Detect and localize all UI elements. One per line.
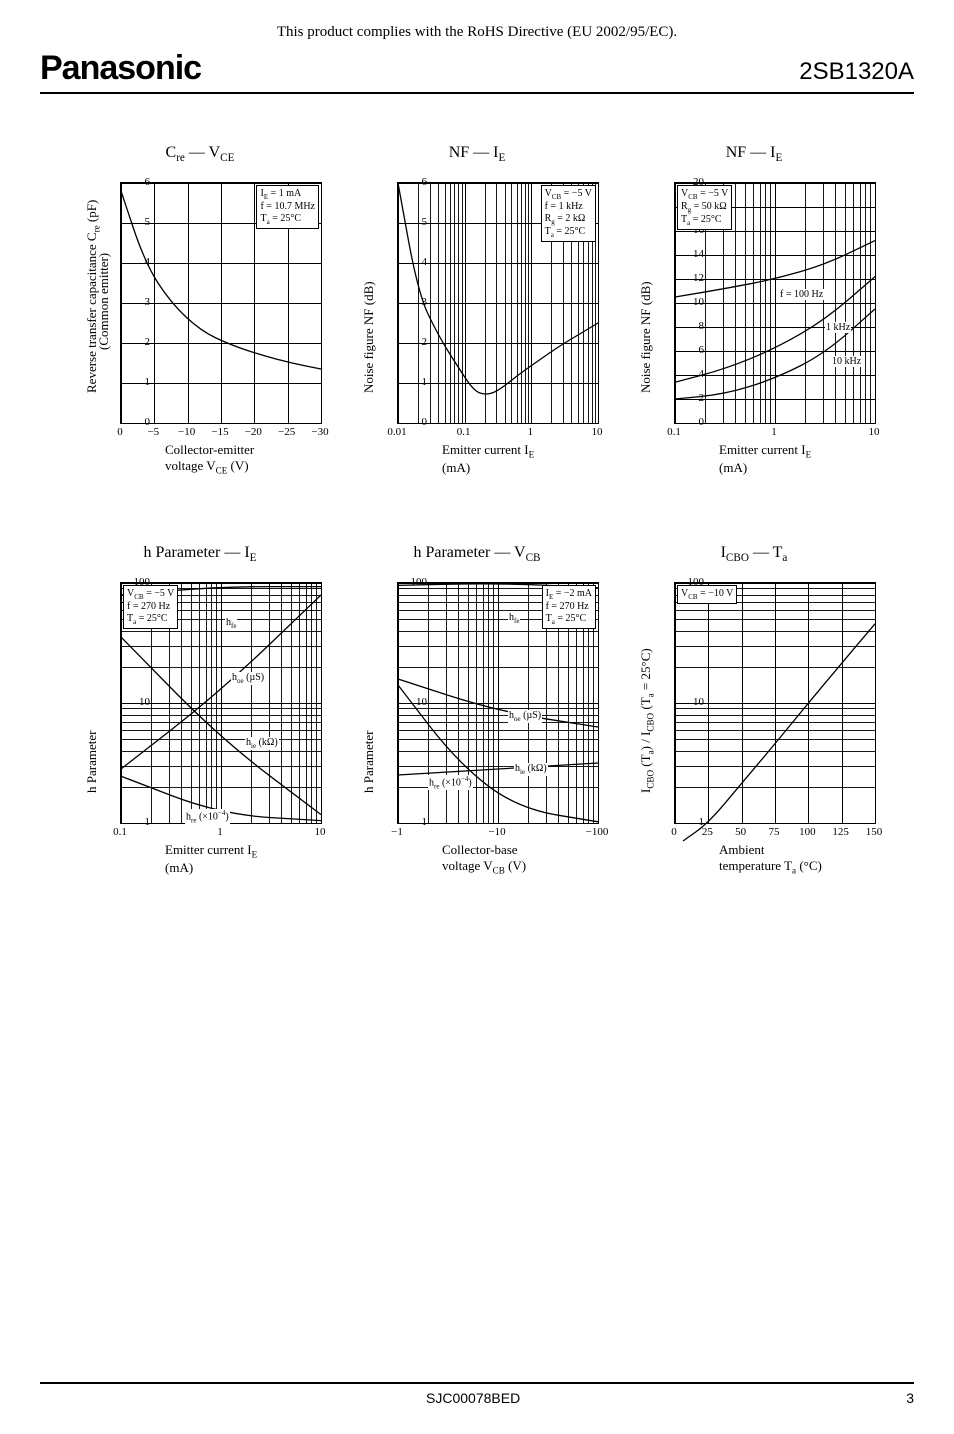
y-tick: 1 [397, 376, 431, 388]
brand-logo: Panasonic [40, 49, 201, 88]
x-tick: 75 [769, 826, 780, 838]
x-tick: 0.1 [457, 426, 471, 438]
x-axis-label: Ambient temperature Ta (°C) [719, 842, 829, 876]
y-tick: 8 [674, 320, 708, 332]
y-tick: 6 [674, 344, 708, 356]
curve-label: 10 kHz [831, 356, 862, 367]
chart-hparam-ie: h Parameter — IE VCB = −5 Vf = 270 HzTa =… [70, 544, 330, 914]
y-tick: 1 [120, 816, 154, 828]
x-tick: −10 [178, 426, 195, 438]
y-tick: 4 [674, 368, 708, 380]
page-number: 3 [906, 1390, 914, 1406]
y-tick: 10 [397, 696, 431, 708]
curve-label: hfe [508, 612, 520, 625]
x-tick: −15 [211, 426, 228, 438]
header: Panasonic 2SB1320A [0, 49, 954, 88]
y-tick: 6 [120, 176, 154, 188]
charts-grid: Cre — VCE IE = 1 mAf = 10.7 MHzTa = 25°C 0… [0, 94, 954, 914]
y-axis-label: Noise figure NF (dB) [638, 282, 654, 394]
chart-icbo-ta: ICBO — TaVCB = −10 V02550751001251501101… [624, 544, 884, 914]
y-tick: 10 [120, 696, 154, 708]
y-tick: 1 [674, 816, 708, 828]
curve-label: hie (kΩ) [245, 737, 279, 750]
y-tick: 5 [397, 216, 431, 228]
y-tick: 12 [674, 272, 708, 284]
y-tick: 1 [120, 376, 154, 388]
doc-code: SJC00078BED [426, 1390, 520, 1406]
y-axis-label-2: (Common emitter) [96, 253, 112, 350]
x-tick: 1 [771, 426, 777, 438]
conditions-box: VCB = −5 Vf = 270 HzTa = 25°C [123, 585, 178, 629]
x-axis-label: Emitter current IE (mA) [719, 442, 829, 476]
chart-cre-vce: Cre — VCE IE = 1 mAf = 10.7 MHzTa = 25°C 0… [70, 144, 330, 514]
y-tick: 100 [397, 576, 431, 588]
curve-label: hre (×10−4) [428, 775, 473, 790]
y-tick: 3 [397, 296, 431, 308]
curve-label: f = 100 Hz [779, 289, 824, 300]
x-tick: −100 [586, 826, 609, 838]
y-tick: 5 [120, 216, 154, 228]
curve-label: hre (×10−4) [185, 809, 230, 824]
chart-title: NF — IE [347, 144, 607, 164]
curve-label: hoe (µS) [508, 710, 542, 723]
footer-rule [40, 1382, 914, 1384]
conditions-box: IE = −2 mAf = 270 HzTa = 25°C [542, 585, 596, 629]
x-tick: −30 [311, 426, 328, 438]
chart-title: Cre — VCE [70, 144, 330, 164]
chart-nf-ie-1: NF — IE VCB = −5 Vf = 1 kHzRg = 2 kΩTa = … [347, 144, 607, 514]
datasheet-page: This product complies with the RoHS Dire… [0, 24, 954, 1434]
chart-hparam-vcb: h Parameter — VCB IE = −2 mAf = 270 HzTa … [347, 544, 607, 914]
curve-label: hie (kΩ) [514, 763, 548, 776]
x-tick: 150 [866, 826, 883, 838]
chart-title: h Parameter — VCB [347, 544, 607, 564]
x-tick: 10 [869, 426, 880, 438]
y-tick: 10 [674, 296, 708, 308]
chart-title: NF — IE [624, 144, 884, 164]
chart-nf-ie-2: NF — IE VCB = −5 VRg = 50 kΩTa = 25°C f = … [624, 144, 884, 514]
curve-label: hfe [225, 617, 237, 630]
part-number: 2SB1320A [799, 58, 914, 86]
x-tick: 1 [217, 826, 223, 838]
curve-label: hoe (µS) [231, 672, 265, 685]
y-tick: 1 [397, 816, 431, 828]
x-axis-label: Emitter current IE (mA) [442, 442, 552, 476]
x-tick: 10 [315, 826, 326, 838]
conditions-box: IE = 1 mAf = 10.7 MHzTa = 25°C [256, 185, 319, 229]
y-tick: 2 [674, 392, 708, 404]
x-tick: 10 [592, 426, 603, 438]
y-tick: 2 [120, 336, 154, 348]
y-tick: 4 [397, 256, 431, 268]
y-axis-label: h Parameter [361, 731, 377, 793]
x-tick: −20 [245, 426, 262, 438]
x-tick: 125 [832, 826, 849, 838]
chart-title: h Parameter — IE [70, 544, 330, 564]
y-tick: 10 [674, 696, 708, 708]
y-tick: 6 [397, 176, 431, 188]
y-axis-label: Noise figure NF (dB) [361, 282, 377, 394]
x-axis-label: Collector-emitter voltage VCE (V) [165, 442, 275, 476]
conditions-box: VCB = −10 V [677, 585, 737, 604]
conditions-box: VCB = −5 VRg = 50 kΩTa = 25°C [677, 185, 732, 230]
y-tick: 0 [674, 416, 708, 428]
curve-label: 1 kHz [825, 322, 851, 333]
x-axis-label: Collector-base voltage VCB (V) [442, 842, 552, 876]
footer: SJC00078BED 3 [40, 1382, 914, 1406]
y-tick: 0 [397, 416, 431, 428]
x-tick: 100 [799, 826, 816, 838]
x-tick: −10 [488, 826, 505, 838]
y-tick: 3 [120, 296, 154, 308]
x-axis-label: Emitter current IE (mA) [165, 842, 275, 876]
y-axis-label: ICBO (Ta) / ICBO (Ta = 25°C) [638, 648, 656, 793]
y-tick: 2 [397, 336, 431, 348]
conditions-box: VCB = −5 Vf = 1 kHzRg = 2 kΩTa = 25°C [541, 185, 596, 242]
chart-title: ICBO — Ta [624, 544, 884, 564]
x-tick: 1 [528, 426, 534, 438]
y-tick: 4 [120, 256, 154, 268]
x-tick: −25 [278, 426, 295, 438]
y-axis-label: h Parameter [84, 731, 100, 793]
x-tick: 50 [735, 826, 746, 838]
y-tick: 14 [674, 248, 708, 260]
compliance-text: This product complies with the RoHS Dire… [0, 24, 954, 41]
y-tick: 0 [120, 416, 154, 428]
